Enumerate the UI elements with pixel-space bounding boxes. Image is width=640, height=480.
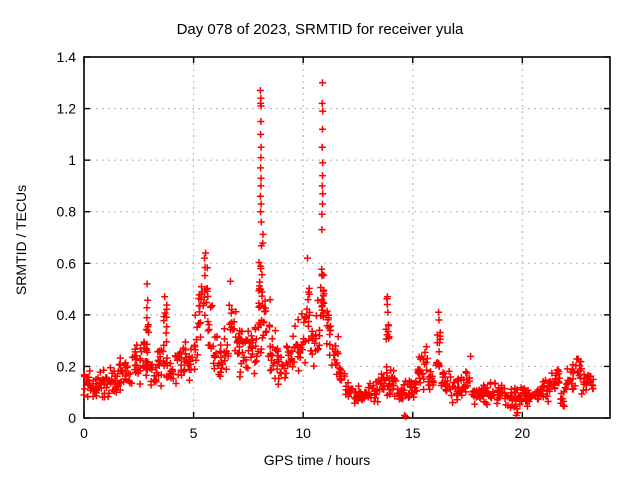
chart-title: Day 078 of 2023, SRMTID for receiver yul…	[177, 21, 464, 38]
x-tick-label: 20	[515, 425, 531, 441]
y-tick-label: 0.4	[57, 307, 77, 323]
plot-border	[83, 56, 611, 419]
y-tick-label: 0.6	[57, 255, 77, 271]
y-tick-label: 1.2	[57, 101, 77, 117]
x-tick-label: 10	[295, 425, 311, 441]
y-tick-label: 1.4	[57, 49, 77, 65]
scatter-points-srmtid	[80, 79, 597, 421]
x-tick-labels: 0 5 10 15 20	[80, 425, 530, 441]
x-tick-label: 5	[190, 425, 198, 441]
x-tick-label: 0	[80, 425, 88, 441]
y-tick-label: 0.2	[57, 358, 77, 374]
x-axis-label: GPS time / hours	[264, 452, 371, 468]
x-tick-label: 15	[405, 425, 421, 441]
y-tick-label: 0	[68, 410, 76, 426]
y-tick-label: 1	[68, 152, 76, 168]
y-axis-label: SRMTID / TECUs	[13, 185, 29, 295]
gridlines	[84, 57, 610, 418]
y-tick-labels: 0 0.2 0.4 0.6 0.8 1 1.2 1.4	[57, 49, 77, 426]
y-tick-label: 0.8	[57, 204, 77, 220]
